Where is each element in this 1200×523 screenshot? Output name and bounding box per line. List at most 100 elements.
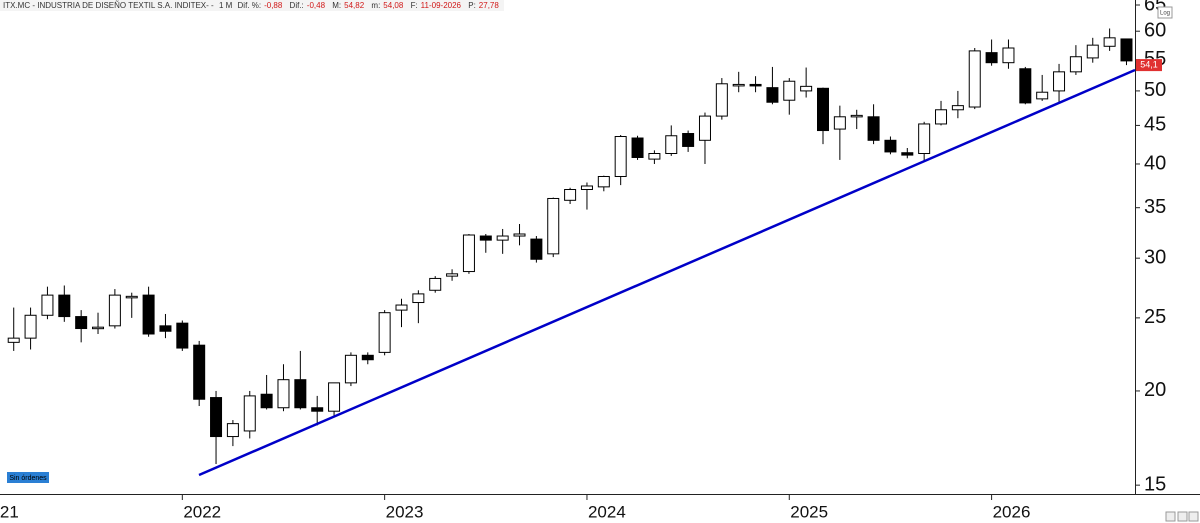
candle-body [698, 115, 711, 141]
candle-body [277, 379, 290, 409]
x-tick-label: 2026 [993, 502, 1031, 521]
candle-body [951, 105, 964, 111]
candle-body [243, 395, 256, 432]
candle-body [833, 116, 846, 130]
orders-badge [7, 472, 49, 483]
trend-line [198, 68, 1136, 477]
x-tick-label: 2023 [386, 502, 424, 521]
y-tick-label: 20 [1144, 379, 1166, 401]
candle-body [1019, 68, 1032, 104]
candle-body [378, 312, 391, 353]
candle-body [597, 175, 610, 188]
candle-body [580, 185, 593, 191]
log-button-label[interactable]: Log [1160, 11, 1170, 17]
candle-body [294, 379, 307, 409]
candle-body [260, 393, 273, 409]
candle-body [867, 116, 880, 141]
last-price-label: 54,1 [1140, 59, 1158, 69]
candle-body [715, 83, 728, 117]
candle-body [496, 235, 509, 241]
y-tick-label: 40 [1144, 152, 1166, 174]
y-tick-label: 60 [1144, 19, 1166, 41]
candle-body [344, 354, 357, 384]
item-label: P: [468, 1, 476, 10]
candle-body [918, 123, 931, 155]
header: ITX.MC - INDUSTRIA DE DISEÑO TEXTIL S.A.… [0, 0, 504, 11]
candle-body [125, 295, 138, 299]
candle-body [783, 80, 796, 101]
candle-body [800, 85, 813, 92]
period: 1 M [218, 1, 233, 10]
candle-body [92, 326, 105, 330]
item-value: 27,78 [478, 1, 499, 10]
candle-body [58, 294, 71, 318]
scroll-button[interactable] [1188, 511, 1199, 522]
y-tick-label: 30 [1144, 246, 1166, 268]
candle-body [1120, 38, 1133, 62]
candle-body [75, 316, 88, 330]
candle-body [159, 325, 172, 332]
candle-body [968, 50, 981, 108]
candle-body [142, 294, 155, 335]
candle-body [176, 322, 189, 349]
item-label: Dif.: [289, 1, 304, 10]
candle-body [1053, 71, 1066, 92]
candle-body [226, 423, 239, 438]
candle-body [193, 344, 206, 400]
candle-body [1069, 56, 1082, 73]
y-tick-label: 15 [1144, 473, 1166, 495]
candle-body [41, 294, 54, 316]
candle-body [935, 109, 948, 125]
y-tick-label: 25 [1144, 306, 1166, 328]
item-value: 54,82 [344, 1, 365, 10]
candle-body [547, 197, 560, 255]
log-button[interactable] [1157, 6, 1173, 19]
scroll-button[interactable] [1165, 511, 1176, 522]
scroll-button[interactable] [1177, 511, 1188, 522]
item-value: 11-09-2026 [420, 1, 461, 10]
item-label: M: [332, 1, 342, 10]
item-value: -0,88 [264, 1, 283, 10]
candle-body [395, 304, 408, 311]
candle-body [108, 294, 121, 327]
candle-body [766, 87, 779, 103]
candle-body [1103, 37, 1116, 47]
candle-body [328, 382, 341, 412]
y-tick-label: 50 [1144, 79, 1166, 101]
item-value: -0,48 [306, 1, 326, 10]
candle-body [1002, 47, 1015, 64]
y-tick-label: 45 [1144, 114, 1166, 136]
candle-body [732, 83, 745, 87]
candle-body [850, 114, 863, 118]
candle-body [901, 152, 914, 156]
candle-body [7, 337, 20, 343]
candle-body [1086, 44, 1099, 59]
x-tick-label: 2021 [0, 502, 19, 521]
candle-body [513, 233, 526, 237]
candle-body [884, 139, 897, 153]
candle-body [361, 354, 374, 361]
item-label: F: [410, 1, 418, 10]
orders-label: Sin órdenes [9, 475, 47, 482]
candle-body [479, 235, 492, 241]
candle-body [614, 136, 627, 177]
candle-body [817, 87, 829, 132]
candle-body [564, 189, 577, 201]
candle-body [985, 52, 998, 64]
candle-body [682, 133, 695, 147]
candle-body [429, 277, 442, 291]
x-tick-label: 2025 [790, 502, 828, 521]
candle-body [530, 238, 543, 260]
y-tick-label: 35 [1144, 196, 1166, 218]
item-value: 54,08 [383, 1, 404, 10]
candle-body [24, 314, 37, 339]
candle-body [462, 234, 475, 273]
candle-body [749, 83, 762, 87]
candle-body [665, 135, 678, 155]
candle-body [412, 293, 425, 304]
x-tick-label: 2024 [588, 502, 626, 521]
item-label: Dif. %: [237, 1, 262, 10]
